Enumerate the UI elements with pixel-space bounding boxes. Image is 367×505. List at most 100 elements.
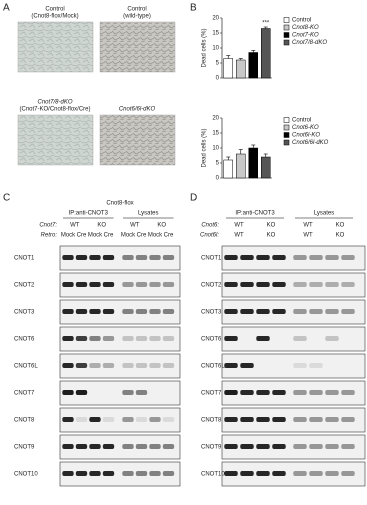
- band: [75, 255, 88, 260]
- band: [135, 255, 148, 260]
- band: [309, 309, 323, 314]
- legend-label: Cnot7-KO: [292, 33, 319, 39]
- band: [272, 309, 286, 314]
- band: [135, 363, 148, 368]
- micrograph: [99, 114, 176, 166]
- band: [89, 444, 101, 449]
- band: [89, 336, 101, 341]
- row-cell: Mock: [148, 233, 163, 239]
- band: [341, 309, 355, 314]
- y-tick-label: 0: [216, 176, 220, 182]
- row-cell: Mock: [121, 233, 136, 239]
- row-cell: KO: [267, 233, 276, 239]
- band: [62, 390, 74, 395]
- band: [325, 444, 339, 449]
- legend-swatch: [283, 132, 290, 138]
- band: [224, 471, 238, 476]
- row-cell: Mock: [61, 233, 76, 239]
- band: [62, 255, 74, 260]
- band: [293, 336, 307, 341]
- band: [135, 471, 148, 476]
- y-tick-label: 10: [212, 146, 219, 152]
- band: [75, 444, 88, 449]
- row-cell: KO: [267, 223, 276, 229]
- band: [162, 282, 175, 287]
- y-tick-label: 20: [212, 116, 219, 122]
- blot-label: CNOT7: [201, 391, 222, 397]
- band: [256, 471, 270, 476]
- blot-label: CNOT8: [14, 418, 35, 424]
- band: [122, 444, 134, 449]
- band: [89, 282, 101, 287]
- band: [256, 255, 270, 260]
- band: [75, 363, 88, 368]
- row-cell: Cre: [164, 233, 174, 239]
- band: [293, 255, 307, 260]
- band: [341, 417, 355, 422]
- row-cell: WT: [70, 223, 80, 229]
- y-axis-label: Dead cells (%): [202, 28, 208, 67]
- band: [341, 471, 355, 476]
- y-tick-label: 5: [216, 61, 220, 67]
- legend-swatch: [283, 17, 290, 23]
- band: [240, 417, 254, 422]
- band: [272, 417, 286, 422]
- band: [309, 255, 323, 260]
- band: [75, 282, 88, 287]
- band: [224, 255, 238, 260]
- band: [135, 336, 148, 341]
- band: [75, 336, 88, 341]
- band: [89, 417, 101, 422]
- micrograph: [17, 114, 94, 166]
- band: [272, 390, 286, 395]
- band: [293, 471, 307, 476]
- annotation: ***: [262, 21, 270, 27]
- blot-label: CNOT10: [14, 472, 38, 478]
- bar: [248, 147, 258, 179]
- legend-swatch: [283, 39, 290, 46]
- band: [135, 444, 148, 449]
- row-label: Retro:: [41, 233, 58, 239]
- blot: [59, 407, 181, 433]
- y-tick-label: 15: [212, 131, 219, 137]
- band: [75, 471, 88, 476]
- blot-label: CNOT9: [201, 445, 222, 451]
- band: [75, 390, 88, 395]
- image-sublabel: (Cnot7-KO/Cnot8-flox/Cre): [19, 107, 90, 113]
- band: [309, 282, 323, 287]
- band: [325, 471, 339, 476]
- band: [272, 282, 286, 287]
- band: [149, 309, 161, 314]
- blot-label: CNOT1: [201, 256, 222, 262]
- band: [135, 309, 148, 314]
- band: [272, 255, 286, 260]
- band: [240, 444, 254, 449]
- band: [122, 309, 134, 314]
- band: [149, 471, 161, 476]
- band: [240, 282, 254, 287]
- image-label: Cnot6/6l-dKO: [119, 107, 156, 113]
- band: [89, 309, 101, 314]
- bar: [236, 59, 246, 79]
- row-cell: Cre: [104, 233, 114, 239]
- band: [149, 444, 161, 449]
- band: [240, 363, 254, 368]
- image-label: Cnot7/8-dKO: [37, 100, 72, 106]
- band: [162, 255, 175, 260]
- band: [149, 282, 161, 287]
- band: [102, 336, 115, 341]
- row-cell: WT: [303, 233, 313, 239]
- band: [135, 390, 148, 395]
- band: [224, 444, 238, 449]
- row-cell: KO: [336, 233, 345, 239]
- band: [89, 471, 101, 476]
- legend-swatch: [283, 124, 290, 131]
- band: [293, 390, 307, 395]
- blot-label: CNOT3: [201, 310, 222, 316]
- panel-title: Cnot8-flox: [106, 201, 133, 207]
- micrograph: [17, 21, 94, 73]
- group-label: Lysates: [138, 211, 158, 217]
- band: [272, 444, 286, 449]
- band: [325, 417, 339, 422]
- band: [224, 282, 238, 287]
